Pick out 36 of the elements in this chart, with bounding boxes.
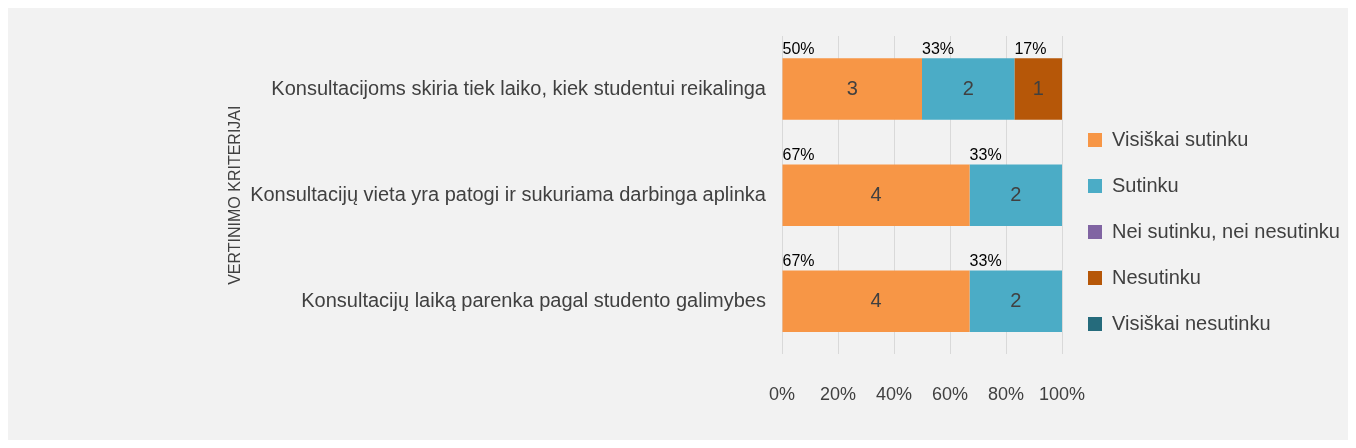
annotation: 4 [870,288,882,311]
y-axis-title: VERTINIMO KRITERIJAI [226,105,244,285]
data-label: 50% [782,39,815,57]
bar [922,58,1015,120]
annotation: 2 [1010,182,1022,205]
annotation: 3 [846,76,858,99]
annotation: 1 [1032,76,1044,99]
x-tick-label: 60% [931,384,969,405]
legend-label: Visiškai sutinku [1112,127,1249,150]
legend-label: Sutinku [1112,173,1179,196]
bar [1014,58,1062,120]
y-tick-label: Konsultacijoms skiria tiek laiko, kiek studentui reikalinga [271,76,767,99]
bar [969,164,1062,226]
y-tick-label: Konsultacijų vieta yra patogi ir sukuriama darbinga aplinka [250,182,767,205]
bar [782,164,970,226]
bar [782,58,922,120]
bar [969,270,1062,333]
x-tick-label: 100% [1038,384,1086,405]
x-tick-label: 0% [768,384,796,405]
x-tick-label: 80% [987,384,1025,405]
data-label: 17% [1014,39,1047,57]
x-tick-label: 40% [875,384,913,405]
annotation: 2 [1010,288,1022,311]
data-label: 33% [922,39,955,57]
bar [782,270,970,333]
legend-label: Nesutinku [1112,265,1201,288]
legend-label: Nei sutinku, nei nesutinku [1112,219,1340,242]
y-tick-label: Konsultacijų laiką parenka pagal studento galimybes [301,288,766,311]
legend-label: Visiškai nesutinku [1112,311,1271,334]
annotation: 2 [962,76,974,99]
annotation: 4 [870,182,882,205]
x-tick-label: 20% [819,384,857,405]
data-label: 33% [969,145,1002,163]
data-label: 67% [782,145,815,163]
data-label: 33% [969,251,1002,269]
data-label: 67% [782,251,815,269]
